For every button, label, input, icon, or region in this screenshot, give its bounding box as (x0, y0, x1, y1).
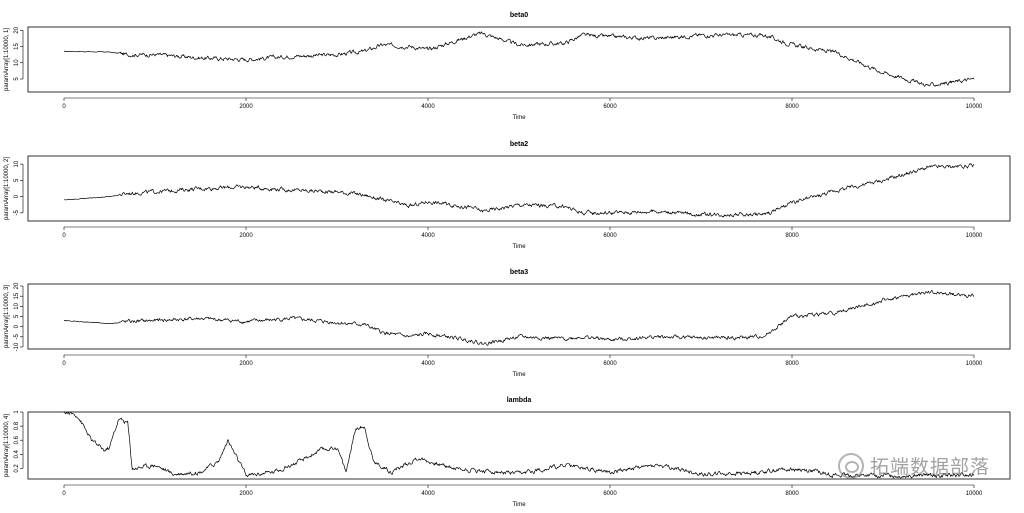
plot-title: beta0 (510, 12, 528, 19)
x-tick-label: 10000 (966, 491, 983, 497)
series-line (63, 31, 975, 87)
plot-frame (27, 155, 1011, 222)
x-tick-label: 4000 (421, 361, 435, 367)
y-tick-label: 1 (14, 410, 20, 414)
y-tick-label: 5 (14, 77, 20, 81)
plot-frame (27, 26, 1011, 93)
x-tick-label: 8000 (785, 361, 799, 367)
x-tick-label: 0 (62, 491, 66, 497)
y-axis-label: paramArray[1:10000, 4] (4, 414, 10, 477)
plot-title: beta3 (510, 269, 528, 276)
y-axis-label: paramArray[1:10000, 1] (4, 28, 10, 91)
panel-beta0: beta0 0 2000 4000 6000 8000 10000 Time 5 10 15 20 pa… (4, 12, 1011, 121)
x-tick-label: 10000 (966, 361, 983, 367)
x-tick-label: 8000 (785, 104, 799, 110)
y-tick-label: 0.6 (14, 435, 20, 444)
x-tick-label: 2000 (239, 361, 253, 367)
x-tick-label: 2000 (239, 491, 253, 497)
y-tick-label: -5 (14, 210, 20, 216)
x-tick-label: 8000 (785, 233, 799, 239)
plot-frame (27, 283, 1011, 350)
plot-frame (27, 411, 1011, 480)
y-tick-label: 10 (14, 160, 20, 167)
series-line (64, 289, 975, 346)
x-tick-label: 0 (62, 104, 66, 110)
x-tick-label: 6000 (603, 361, 617, 367)
watermark-text: 拓端数据部落 (869, 456, 990, 478)
x-tick-label: 4000 (421, 233, 435, 239)
x-tick-label: 10000 (966, 104, 983, 110)
y-tick-label: 5 (14, 314, 20, 318)
y-tick-label: 20 (14, 282, 20, 289)
y-tick-label: 15 (14, 43, 20, 50)
y-tick-label: 0 (14, 324, 20, 328)
x-tick-label: 0 (62, 361, 66, 367)
y-tick-label: 10 (14, 59, 20, 66)
y-tick-label: 20 (14, 26, 20, 33)
panel-beta2: beta2 0 2000 4000 6000 8000 10000 Time -5 0 5 10 par… (4, 141, 1011, 250)
x-axis-label: Time (512, 372, 526, 378)
y-tick-label: 0.2 (14, 464, 20, 473)
watermark: 拓端数据部落 (837, 452, 990, 479)
x-tick-label: 6000 (603, 104, 617, 110)
x-axis-label: Time (512, 244, 526, 250)
y-tick-label: 5 (14, 178, 20, 182)
y-tick-label: 15 (14, 292, 20, 299)
wechat-icon (837, 452, 864, 479)
x-tick-label: 2000 (239, 104, 253, 110)
y-axis-label: paramArray[1:10000, 3] (4, 285, 10, 348)
x-tick-label: 2000 (239, 233, 253, 239)
series-line (63, 163, 975, 218)
y-tick-label: 0.8 (14, 421, 20, 430)
x-tick-label: 6000 (603, 233, 617, 239)
y-axis-label: paramArray[1:10000, 2] (4, 157, 10, 220)
y-tick-label: 0 (14, 194, 20, 198)
y-tick-label: 0.4 (14, 449, 20, 458)
x-tick-label: 6000 (603, 491, 617, 497)
x-tick-label: 10000 (966, 233, 983, 239)
x-tick-label: 0 (62, 233, 66, 239)
x-axis-label: Time (512, 502, 526, 508)
x-axis-label: Time (512, 115, 526, 121)
panel-lambda: lambda 0 2000 4000 6000 8000 10000 Time 0.2 0.4 0.… (4, 397, 1011, 508)
y-tick-label: -10 (14, 342, 20, 351)
y-tick-label: 10 (14, 302, 20, 309)
panel-beta3: beta3 0 2000 4000 6000 8000 10000 Time -10 -5 0 5 10… (4, 269, 1011, 378)
x-tick-label: 4000 (421, 491, 435, 497)
y-tick-label: -5 (14, 333, 20, 339)
plot-title: lambda (507, 397, 532, 404)
series-line (63, 411, 975, 479)
x-tick-label: 4000 (421, 104, 435, 110)
x-tick-label: 8000 (785, 491, 799, 497)
plot-title: beta2 (510, 141, 528, 148)
